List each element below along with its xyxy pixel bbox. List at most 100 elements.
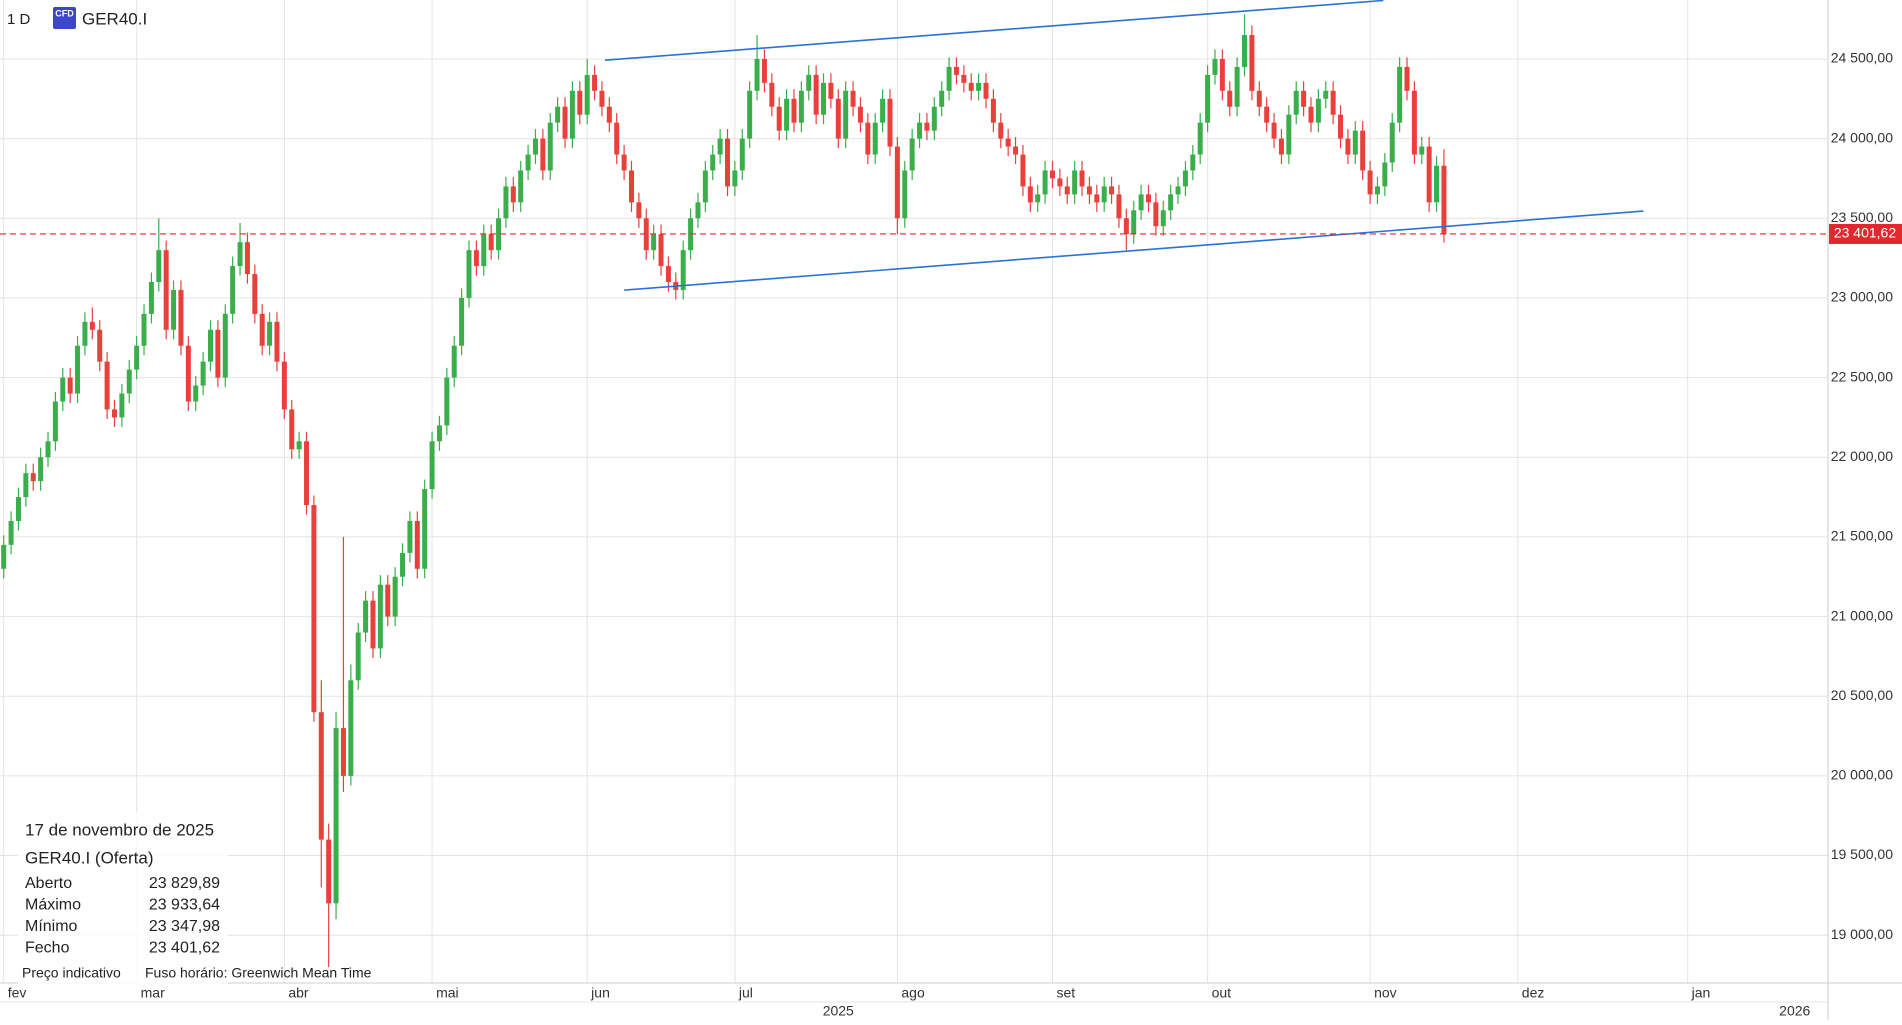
candle-body xyxy=(385,584,391,617)
candle-body xyxy=(828,82,834,99)
y-tick-label: 24 000,00 xyxy=(1831,129,1893,145)
candle-body xyxy=(1315,98,1321,123)
candle-body xyxy=(606,106,612,123)
candle-body xyxy=(939,90,945,107)
info-label: Fecho xyxy=(25,940,70,957)
candle-body xyxy=(931,106,937,131)
info-label: Máximo xyxy=(25,897,81,914)
candle-body xyxy=(651,234,657,251)
symbol: GER40.I xyxy=(82,9,147,28)
candle-body xyxy=(289,409,295,450)
candle-body xyxy=(1397,66,1403,123)
candle-body xyxy=(784,98,790,131)
candle-body xyxy=(843,90,849,139)
candle-body xyxy=(252,274,258,314)
candle-body xyxy=(1330,90,1336,115)
candle-body xyxy=(1138,194,1144,211)
candle-body xyxy=(340,728,346,776)
candle-body xyxy=(614,122,620,155)
candle-body xyxy=(695,202,701,219)
candle-body xyxy=(976,82,982,91)
candle-body xyxy=(1271,122,1277,139)
y-tick-label: 23 500,00 xyxy=(1831,209,1893,225)
candle-body xyxy=(296,441,302,450)
candle-body xyxy=(1057,178,1063,187)
candle-body xyxy=(532,138,538,155)
candle-body xyxy=(8,520,14,545)
trendline xyxy=(604,0,1384,62)
candle-body xyxy=(754,58,760,91)
candle-body xyxy=(835,98,841,139)
info-value: 23 829,89 xyxy=(149,875,220,892)
candle-body xyxy=(917,122,923,139)
candle-body xyxy=(1116,194,1122,219)
candle-body xyxy=(67,377,73,394)
candle-body xyxy=(304,441,310,506)
x-tick-label: fev xyxy=(8,985,27,1001)
candle-body xyxy=(510,186,516,203)
candle-body xyxy=(555,106,561,123)
candle-body xyxy=(1072,170,1078,195)
candle-body xyxy=(1175,186,1181,195)
info-value: 23 401,62 xyxy=(149,940,220,957)
candle-body xyxy=(38,457,44,482)
candle-body xyxy=(400,552,406,577)
candle-body xyxy=(1367,170,1373,195)
candle-body xyxy=(1197,122,1203,155)
candle-body xyxy=(1027,186,1033,203)
candle-body xyxy=(1109,186,1115,195)
candle-body xyxy=(569,90,575,139)
candle-body xyxy=(998,122,1004,139)
candle-body xyxy=(983,82,989,99)
candle-body xyxy=(1360,130,1366,171)
candle-body xyxy=(621,154,627,171)
candle-body xyxy=(1249,35,1255,91)
x-tick-label: dez xyxy=(1522,985,1545,1001)
candle-body xyxy=(171,289,177,330)
candle-body xyxy=(1094,194,1100,203)
y-tick-label: 21 500,00 xyxy=(1831,528,1893,544)
candle-body xyxy=(1131,210,1137,235)
candle-body xyxy=(104,361,110,410)
candle-body xyxy=(326,839,332,904)
candle-body xyxy=(791,98,797,123)
candle-body xyxy=(1234,66,1240,107)
candle-body xyxy=(1101,186,1107,203)
y-tick-label: 19 500,00 xyxy=(1831,846,1893,862)
candle-body xyxy=(658,234,664,267)
candle-body xyxy=(444,377,450,426)
candle-body xyxy=(739,138,745,171)
candle-body xyxy=(1005,138,1011,147)
candle-body xyxy=(717,138,723,155)
candle-body xyxy=(407,520,413,553)
x-tick-label: jan xyxy=(1691,985,1711,1001)
y-tick-label: 20 500,00 xyxy=(1831,687,1893,703)
candle-body xyxy=(1064,186,1070,195)
candle-body xyxy=(887,98,893,147)
x-tick-label: mar xyxy=(141,985,165,1001)
candle-body xyxy=(872,122,878,155)
candle-body xyxy=(200,361,206,386)
candle-body xyxy=(481,234,487,267)
candle-body xyxy=(924,122,930,131)
candle-body xyxy=(747,90,753,139)
y-tick-label: 23 000,00 xyxy=(1831,289,1893,305)
candle-body xyxy=(1049,170,1055,179)
candle-body xyxy=(1146,194,1152,203)
candle-body xyxy=(769,82,775,107)
x-tick-label: abr xyxy=(288,985,309,1001)
candle-body xyxy=(1219,58,1225,91)
candle-body xyxy=(1,544,7,569)
candle-body xyxy=(488,234,494,251)
candle-body xyxy=(547,122,553,171)
candle-body xyxy=(82,321,88,346)
candle-body xyxy=(370,600,376,649)
info-value: 23 933,64 xyxy=(149,897,220,914)
year-label: 2026 xyxy=(1779,1003,1810,1019)
x-tick-label: out xyxy=(1212,985,1232,1001)
candle-body xyxy=(1153,202,1159,227)
candle-body xyxy=(156,250,162,282)
candle-body xyxy=(23,473,29,498)
candle-body xyxy=(148,281,154,314)
